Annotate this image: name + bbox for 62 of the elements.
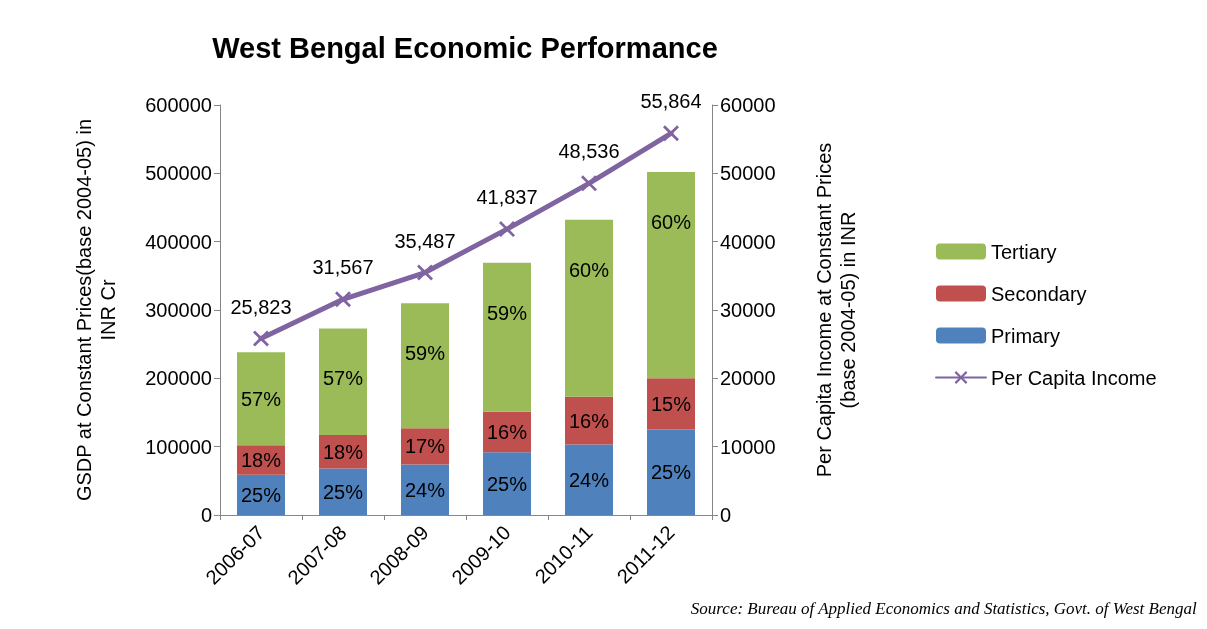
bar	[647, 171, 695, 379]
legend-label: Primary	[991, 324, 1060, 347]
annotation: 18%	[240, 448, 282, 471]
bar	[319, 328, 367, 436]
y-tick-label: 600000	[145, 94, 212, 116]
legend-label: Tertiary	[991, 240, 1057, 263]
annotation: 25%	[486, 472, 528, 495]
bar	[647, 378, 695, 430]
bar	[565, 444, 613, 515]
y2-tick-label: 60000	[720, 94, 776, 116]
annotation: 24%	[404, 478, 446, 501]
y2-tick-label: 50000	[720, 162, 776, 185]
bar	[483, 262, 531, 412]
bar	[483, 452, 531, 515]
y2-tick-label: 10000	[720, 435, 776, 458]
y-axis-title: GSDP at Constant Prices(base 2004-05) in INR Cr	[73, 118, 119, 502]
y-tick-label: 200000	[145, 367, 212, 390]
point	[253, 330, 269, 347]
annotation: 25%	[650, 461, 692, 484]
bar	[401, 303, 449, 429]
data-label: 55,864	[640, 90, 702, 113]
data-label: 25,823	[230, 295, 292, 318]
annotation: 59%	[486, 301, 528, 324]
y-tick-label: 100000	[145, 435, 212, 458]
point	[663, 125, 679, 142]
annotation: 16%	[568, 409, 610, 432]
y2-axis-title: Per Capita Income at Constant Prices (base 2004-05) in INR	[813, 142, 859, 478]
point	[581, 175, 597, 192]
annotation: 59%	[404, 342, 446, 365]
annotation: 57%	[240, 387, 282, 410]
data-label: 31,567	[312, 256, 374, 279]
y2-tick-label: 0	[720, 504, 732, 526]
annotation: 57%	[322, 367, 364, 390]
annotation: 17%	[404, 435, 446, 458]
annotation: 60%	[568, 258, 610, 281]
y-tick-label: 400000	[145, 230, 212, 253]
annotation: 60%	[650, 210, 692, 233]
data-label: 41,837	[476, 186, 538, 209]
y-tick-label: 0	[200, 504, 212, 526]
point	[417, 264, 433, 281]
bar	[565, 219, 613, 397]
point	[335, 291, 351, 308]
annotation: 18%	[322, 440, 364, 463]
source-note: Source: Bureau of Applied Economics and Statistics, Govt. of West Bengal	[690, 599, 1197, 618]
point	[499, 221, 515, 238]
annotation: 25%	[322, 480, 364, 503]
y-tick-label: 300000	[145, 299, 212, 321]
data-label: 35,487	[394, 229, 456, 252]
annotation: 15%	[650, 392, 692, 415]
y2-tick-label: 40000	[720, 230, 776, 253]
y-tick-label: 500000	[145, 162, 212, 185]
annotation: 24%	[568, 468, 610, 491]
annotation: 16%	[486, 420, 528, 443]
legend-label: Secondary	[991, 282, 1087, 305]
data-label: 48,536	[558, 140, 620, 163]
y2-tick-label: 30000	[720, 299, 776, 321]
y2-tick-label: 20000	[720, 367, 776, 390]
bar	[237, 352, 285, 446]
bar	[647, 429, 695, 515]
chart-title: West Bengal Economic Performance	[212, 31, 718, 64]
legend-label: Per Capita Income	[991, 366, 1157, 389]
annotation: 25%	[240, 483, 282, 506]
